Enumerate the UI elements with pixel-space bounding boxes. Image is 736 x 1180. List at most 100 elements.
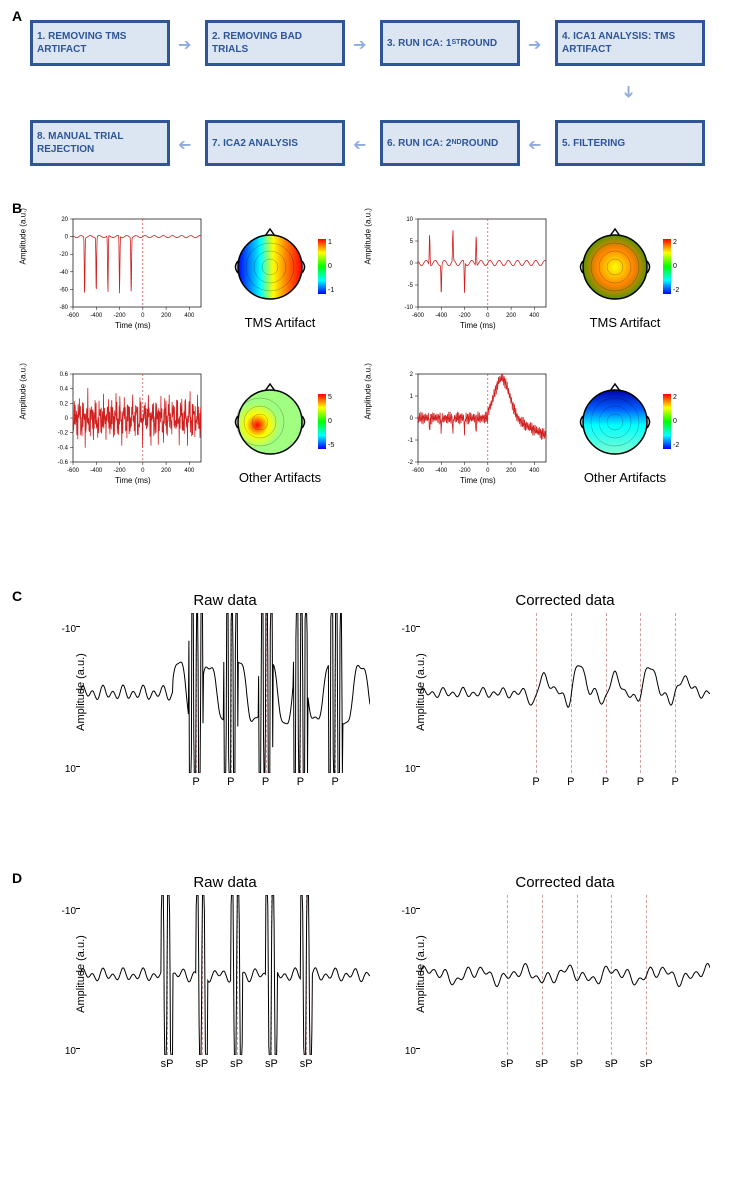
svg-text:-40: -40 — [59, 270, 68, 276]
wave-xtick: sP — [300, 1058, 313, 1070]
topo-1: 20-2TMS Artifact — [575, 225, 655, 310]
colorbar — [318, 394, 326, 449]
svg-text:-600: -600 — [67, 468, 80, 474]
colorbar — [318, 239, 326, 294]
svg-text:5: 5 — [410, 239, 414, 245]
svg-text:-400: -400 — [435, 313, 448, 319]
wave-plot-right: Corrected dataAmplitude (a.u.)-1010sPsPs… — [420, 874, 710, 1064]
svg-text:-400: -400 — [90, 468, 103, 474]
svg-text:0: 0 — [65, 416, 69, 422]
wave-xtick: P — [227, 776, 234, 788]
ylabel: Amplitude (a.u.) — [364, 363, 373, 419]
time-plot-1: -600-400-2000200400-10-50510Amplitude (a… — [390, 215, 550, 330]
wave-xtick: sP — [230, 1058, 243, 1070]
time-plot-0: -600-400-2000200400-80-60-40-20020Amplit… — [45, 215, 205, 330]
wave-plot-left: Raw dataAmplitude (a.u.)-1010sPsPsPsPsP — [80, 874, 370, 1064]
wave-canvas — [80, 613, 370, 773]
topo-caption: TMS Artifact — [565, 315, 685, 330]
wave-xtick: sP — [195, 1058, 208, 1070]
wave-canvas — [420, 613, 710, 773]
wave-ylabel: Amplitude (a.u.) — [75, 935, 87, 1013]
cb-tick: 0 — [328, 418, 332, 425]
svg-text:0: 0 — [141, 468, 145, 474]
cb-tick: -1 — [328, 287, 334, 294]
flow-box-7: 7. ICA2 ANALYSIS — [205, 120, 345, 166]
wave-xtick: sP — [265, 1058, 278, 1070]
wave-xtick: sP — [161, 1058, 174, 1070]
flow-arrow-5: ➔ — [353, 135, 366, 155]
svg-text:-200: -200 — [114, 468, 127, 474]
topo-2: 50-5Other Artifacts — [230, 380, 310, 465]
svg-text:-400: -400 — [435, 468, 448, 474]
svg-text:0.6: 0.6 — [60, 372, 69, 378]
wave-xtick: P — [602, 776, 609, 788]
flow-arrow-1: ➔ — [353, 35, 366, 55]
panel-a-label: A — [12, 8, 22, 24]
svg-text:-400: -400 — [90, 313, 103, 319]
wave-ylabel: Amplitude (a.u.) — [415, 935, 427, 1013]
cb-tick: 2 — [673, 239, 677, 246]
flow-arrow-6: ➔ — [178, 135, 191, 155]
svg-text:0.2: 0.2 — [60, 401, 69, 407]
flow-arrow-4: ➔ — [528, 135, 541, 155]
svg-text:200: 200 — [161, 313, 172, 319]
svg-text:-5: -5 — [408, 283, 414, 289]
svg-text:10: 10 — [406, 217, 413, 223]
ylabel: Amplitude (a.u.) — [19, 208, 28, 264]
xlabel: Time (ms) — [115, 321, 151, 330]
svg-text:0.4: 0.4 — [60, 387, 69, 393]
panel-c-label: C — [12, 588, 22, 604]
xlabel: Time (ms) — [115, 476, 151, 485]
wave-xtick: sP — [501, 1058, 514, 1070]
svg-text:-60: -60 — [59, 287, 68, 293]
topo-0: 10-1TMS Artifact — [230, 225, 310, 310]
panel-d-label: D — [12, 870, 22, 886]
svg-text:200: 200 — [506, 468, 517, 474]
svg-text:1: 1 — [410, 394, 414, 400]
wave-ylabel: Amplitude (a.u.) — [415, 653, 427, 731]
topo-caption: TMS Artifact — [220, 315, 340, 330]
wave-ytick: 10 — [405, 1046, 416, 1057]
flow-box-6: 6. RUN ICA: 2ND ROUND — [380, 120, 520, 166]
svg-text:-0.6: -0.6 — [58, 460, 69, 466]
topo-caption: Other Artifacts — [220, 470, 340, 485]
svg-text:2: 2 — [410, 372, 414, 378]
svg-text:-200: -200 — [114, 313, 127, 319]
wave-xtick: P — [192, 776, 199, 788]
time-plot-3: -600-400-2000200400-2-1012Amplitude (a.u… — [390, 370, 550, 485]
svg-text:-0.2: -0.2 — [58, 431, 69, 437]
cb-tick: -2 — [673, 442, 679, 449]
svg-text:-1: -1 — [408, 438, 414, 444]
flow-arrow-2: ➔ — [528, 35, 541, 55]
svg-text:0: 0 — [410, 261, 414, 267]
topo-caption: Other Artifacts — [565, 470, 685, 485]
svg-text:0: 0 — [141, 313, 145, 319]
svg-text:0: 0 — [410, 416, 414, 422]
wave-xtick: sP — [605, 1058, 618, 1070]
wave-xtick: P — [262, 776, 269, 788]
svg-text:400: 400 — [529, 313, 540, 319]
wave-ylabel: Amplitude (a.u.) — [75, 653, 87, 731]
wave-title: Corrected data — [420, 592, 710, 609]
flow-box-8: 8. MANUAL TRIAL REJECTION — [30, 120, 170, 166]
ylabel: Amplitude (a.u.) — [364, 208, 373, 264]
topo-3: 20-2Other Artifacts — [575, 380, 655, 465]
wave-canvas — [420, 895, 710, 1055]
wave-xtick: P — [567, 776, 574, 788]
xlabel: Time (ms) — [460, 321, 496, 330]
svg-text:-10: -10 — [404, 305, 413, 311]
svg-text:400: 400 — [529, 468, 540, 474]
svg-text:20: 20 — [61, 217, 68, 223]
wave-xtick: sP — [640, 1058, 653, 1070]
flow-box-1: 1. REMOVING TMS ARTIFACT — [30, 20, 170, 66]
flow-box-3: 3. RUN ICA: 1ST ROUND — [380, 20, 520, 66]
svg-text:-0.4: -0.4 — [58, 445, 69, 451]
svg-text:0: 0 — [486, 468, 490, 474]
wave-ytick: -10 — [62, 624, 76, 635]
svg-text:-600: -600 — [412, 468, 425, 474]
wave-xtick: P — [637, 776, 644, 788]
ylabel: Amplitude (a.u.) — [19, 363, 28, 419]
cb-tick: 5 — [328, 394, 332, 401]
wave-ytick: -10 — [402, 624, 416, 635]
wave-ytick: 10 — [405, 764, 416, 775]
